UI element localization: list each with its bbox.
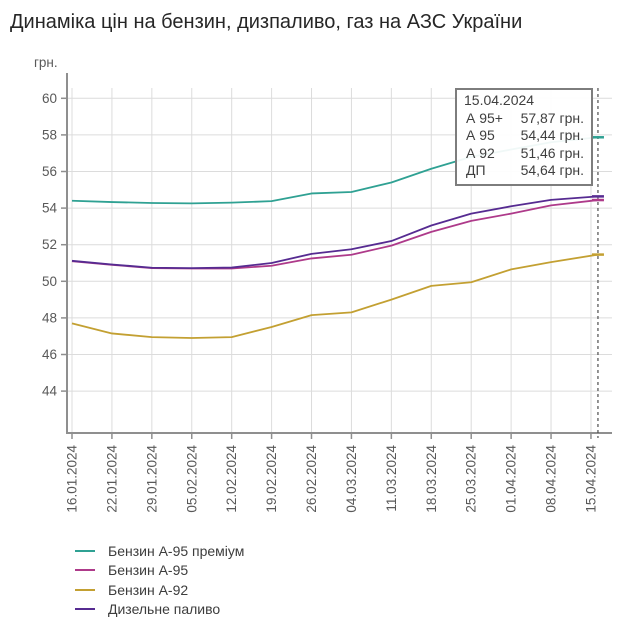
tooltip-label: ДП [466,162,486,178]
legend-swatch-icon [75,549,95,552]
svg-text:01.04.2024: 01.04.2024 [504,445,519,513]
legend-swatch-icon [75,608,95,611]
chart-tooltip: 15.04.2024 А 95+ 57,87 грн. А 95 54,44 г… [455,88,593,186]
svg-text:58: 58 [42,127,57,142]
x-axis-labels: 16.01.2024 22.01.2024 29.01.2024 05.02.2024… [65,445,599,513]
svg-text:44: 44 [42,384,58,399]
svg-text:56: 56 [42,164,57,179]
svg-text:19.02.2024: 19.02.2024 [264,445,279,513]
series-line-3 [71,195,599,270]
page-title: Динаміка цін на бензин, дизпаливо, газ н… [10,11,523,33]
tooltip-label: А 92 [466,144,495,161]
y-axis-unit-label: грн. [34,55,58,70]
legend-item-diesel[interactable]: Дизельне паливо [75,600,244,620]
axes [61,73,612,439]
tooltip-value: 54,44 грн. [520,127,584,143]
svg-text:26.02.2024: 26.02.2024 [304,445,319,513]
svg-text:52: 52 [42,237,57,252]
svg-text:46: 46 [42,347,57,362]
series-line-1 [71,199,599,270]
tooltip-value: 51,46 грн. [520,144,584,161]
legend-item-a92[interactable]: Бензин А-92 [75,580,244,600]
svg-text:05.02.2024: 05.02.2024 [184,445,199,513]
legend-item-a95-premium[interactable]: Бензин А-95 преміум [75,541,244,561]
svg-text:08.04.2024: 08.04.2024 [544,445,559,513]
svg-text:16.01.2024: 16.01.2024 [65,445,80,513]
svg-text:04.03.2024: 04.03.2024 [344,445,359,513]
svg-text:12.02.2024: 12.02.2024 [224,445,239,513]
legend-swatch-icon [75,588,95,591]
tooltip-row-diesel: ДП 54,64 грн. [464,162,584,180]
legend-item-label: Бензин А-92 [108,581,189,598]
legend-item-label: Бензин А-95 [108,562,189,579]
tooltip-date: 15.04.2024 [464,92,535,108]
svg-text:60: 60 [42,91,57,106]
svg-text:11.03.2024: 11.03.2024 [384,445,399,512]
legend-item-label: Бензин А-95 преміум [108,542,245,559]
svg-text:29.01.2024: 29.01.2024 [144,445,159,513]
tooltip-row-a95: А 95 54,44 грн. [464,127,584,145]
tooltip-value: 54,64 грн. [520,162,584,178]
series-line-2 [71,253,599,339]
tooltip-label: А 95+ [466,109,503,126]
svg-text:50: 50 [42,274,57,289]
svg-text:48: 48 [42,310,57,325]
svg-text:54: 54 [42,201,58,216]
tooltip-label: А 95 [466,127,495,143]
svg-text:25.03.2024: 25.03.2024 [464,445,479,513]
svg-text:18.03.2024: 18.03.2024 [424,445,439,513]
tooltip-row-a92: А 92 51,46 грн. [464,145,584,163]
legend-item-a95[interactable]: Бензин А-95 [75,561,244,581]
series-end-markers [591,136,604,256]
svg-text:15.04.2024: 15.04.2024 [583,445,598,513]
chart-legend: Бензин А-95 преміум Бензин А-95 Бензин А… [75,541,244,619]
tooltip-row-a95plus: А 95+ 57,87 грн. [464,110,584,128]
tooltip-value: 57,87 грн. [520,109,584,126]
svg-text:22.01.2024: 22.01.2024 [104,445,119,513]
legend-swatch-icon [75,569,95,572]
y-axis-labels: 44 46 48 50 52 54 56 58 60 [42,91,58,399]
legend-item-label: Дизельне паливо [108,601,221,618]
